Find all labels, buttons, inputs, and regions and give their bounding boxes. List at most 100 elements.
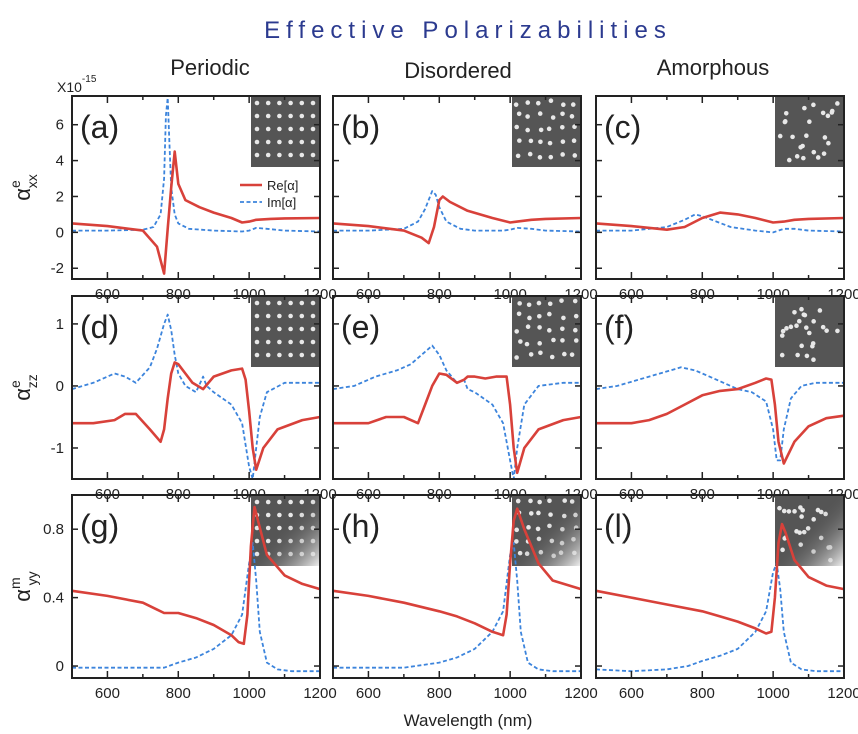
y-axis-label: αexx (7, 174, 40, 201)
panel-h: 600 800 1000 1200 (h) (332, 494, 598, 702)
panel-label: (e) (341, 309, 380, 345)
scale-note: X10-15 (57, 74, 97, 95)
panel-label: (l) (604, 508, 632, 544)
column-title-amorphous: Amorphous (657, 55, 770, 80)
y-axis-label: αmyy (7, 571, 40, 601)
series-line-imag (71, 313, 320, 480)
series-line-real (333, 372, 582, 475)
panel-label: (g) (80, 508, 119, 544)
x-tick-label: 800 (690, 685, 715, 702)
scale-note-exponent: -15 (82, 74, 97, 85)
x-tick-label: 1200 (564, 685, 597, 702)
inset-nanoparticles (254, 100, 316, 158)
y-tick-label: -1 (51, 440, 64, 457)
inset-background (251, 97, 319, 167)
series-line-real (71, 150, 321, 275)
series-line-real (595, 211, 845, 231)
y-axis-label: αezz (7, 374, 40, 401)
x-tick-label: 1200 (303, 685, 336, 702)
plot-frame (595, 295, 845, 480)
x-tick-label: 1000 (756, 685, 789, 702)
x-tick-label: 600 (619, 286, 644, 303)
inset-nanoparticles (514, 298, 579, 360)
y-tick-label: 0.4 (43, 590, 64, 607)
panels-grid: 600 800 1000 1200 -2 0 2 4 6 (a) αexx Re[α] Im[α] 600… (7, 95, 858, 702)
series-line-real (72, 361, 321, 471)
panel-l: 600 800 1000 1200 (l) (595, 494, 858, 702)
scale-note-base: X10 (57, 79, 82, 95)
legend-label-imag: Im[α] (267, 195, 296, 210)
x-tick-label: 1200 (827, 685, 858, 702)
x-tick-label: 800 (166, 685, 191, 702)
inset-shading (775, 496, 843, 566)
panel-f: 600 800 1000 1200(f) (595, 295, 858, 503)
x-tick-label: 800 (427, 685, 452, 702)
y-tick-label: -2 (51, 260, 64, 277)
y-tick-label: 2 (56, 188, 64, 205)
series-line-real (596, 377, 845, 465)
y-tick-label: 0 (56, 224, 64, 241)
plot-frame (595, 494, 845, 679)
x-tick-label: 1000 (493, 685, 526, 702)
plot-frame (71, 494, 321, 679)
panel-label: (f) (604, 309, 634, 345)
x-tick-label: 600 (619, 685, 644, 702)
plot-frame (332, 95, 582, 280)
series-line-imag (333, 190, 582, 233)
inset-background (512, 297, 580, 367)
inset-shading (512, 496, 580, 566)
series-line-real (332, 507, 582, 637)
legend-label-real: Re[α] (267, 178, 298, 193)
series-line-imag (72, 96, 321, 233)
plot-frame (332, 494, 582, 679)
series-line-real (595, 522, 845, 635)
panel-label: (b) (341, 109, 380, 145)
panel-e: 600 800 1000 1200(e) (332, 295, 598, 503)
x-tick-label: 800 (690, 286, 715, 303)
series-line-imag (595, 366, 844, 462)
x-tick-label: 1000 (232, 685, 265, 702)
y-tick-label: 0.8 (43, 521, 64, 538)
panel-label: (c) (604, 109, 641, 145)
series-line-real (71, 505, 321, 646)
plot-frame (595, 95, 845, 280)
panel-c: 600 800 1000 1200(c) (595, 95, 858, 303)
x-tick-label: 600 (356, 685, 381, 702)
figure-title: Effective Polarizabilities (264, 17, 672, 44)
panel-label: (h) (341, 508, 380, 544)
inset-nanoparticles (254, 300, 316, 358)
panel-g: 600 800 1000 1200 0 0.4 0.8 (g) αmyy (7, 494, 337, 702)
x-tick-label: 600 (95, 286, 120, 303)
y-tick-label: 0 (56, 378, 64, 395)
inset-nanoparticles (777, 101, 840, 163)
panel-d: 600 800 1000 1200-101 (d)αezz (7, 295, 337, 503)
column-title-disordered: Disordered (404, 58, 512, 83)
panel-label: (a) (80, 109, 119, 145)
inset-nanoparticles (513, 98, 578, 160)
y-tick-label: 0 (56, 658, 64, 675)
inset-background (512, 97, 580, 167)
panel-b: 600 800 1000 1200(b) (332, 95, 598, 303)
series-line-imag (72, 542, 320, 673)
plot-frame (71, 95, 321, 280)
x-tick-label: 600 (356, 286, 381, 303)
x-tick-label: 600 (95, 685, 120, 702)
y-tick-label: 4 (56, 153, 64, 170)
y-tick-label: 1 (56, 316, 64, 333)
x-axis-label: Wavelength (nm) (404, 711, 533, 730)
series-line-real (332, 195, 582, 245)
x-tick-label: 800 (427, 286, 452, 303)
x-tick-label: 800 (166, 286, 191, 303)
column-title-periodic: Periodic (170, 55, 249, 80)
panel-label: (d) (80, 309, 119, 345)
inset-background (775, 97, 843, 167)
plot-frame (71, 295, 321, 480)
inset-background (251, 297, 319, 367)
series-line-imag (596, 213, 845, 234)
series-line-imag (332, 344, 581, 480)
y-tick-label: 6 (56, 117, 64, 134)
inset-shading (251, 496, 319, 566)
inset-nanoparticles (779, 306, 840, 363)
